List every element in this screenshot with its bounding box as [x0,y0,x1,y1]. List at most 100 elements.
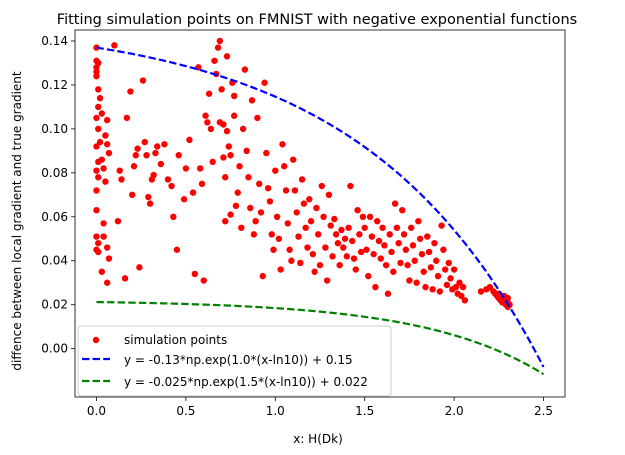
data-point [100,165,107,172]
data-point [416,235,424,242]
data-point [93,143,100,150]
data-point [281,163,288,170]
x-tick-label: 0.5 [176,404,195,418]
y-tick-label: 0.08 [41,166,68,180]
data-point [302,224,309,231]
data-point [341,235,349,242]
data-point [98,268,106,275]
data-point [146,200,154,207]
data-point [273,213,281,220]
chart-title: Fitting simulation points on FMNIST with… [57,12,577,28]
data-point [105,149,113,157]
data-point [384,290,392,297]
data-point [161,141,168,148]
data-point [441,266,449,273]
data-point [243,147,250,155]
data-point [309,250,317,258]
data-point [241,66,249,73]
data-point [347,182,354,190]
data-point [372,283,379,291]
data-point [95,174,102,181]
data-point [152,149,159,157]
data-point [170,213,177,220]
data-point [397,259,404,267]
data-point [173,246,181,253]
data-point [445,259,452,267]
data-point [139,77,147,84]
data-point [245,174,252,181]
legend-label-green-fit: y = -0.025*np.exp(1.5*(x-ln10)) + 0.022 [124,375,368,389]
data-point [121,275,129,282]
data-point [220,154,227,161]
data-point [123,114,131,122]
data-point [270,246,277,253]
data-point [438,222,445,229]
data-point [157,160,165,168]
legend-label-simulation-points: simulation points [124,333,227,347]
data-point [257,209,265,216]
data-point [395,239,402,247]
data-point [209,158,216,166]
data-point [111,42,118,49]
data-point [386,231,393,238]
data-point [348,237,356,245]
data-point [95,86,102,93]
data-point [338,226,345,234]
data-point [461,297,469,304]
data-point [150,171,157,179]
legend-box [77,325,392,397]
blue-fit-line [96,46,545,368]
data-point [297,259,304,267]
data-point [359,213,367,220]
data-point [343,253,351,260]
data-point [365,272,372,280]
data-point [393,224,401,231]
x-tick-label: 2.0 [445,404,464,418]
data-point [205,90,213,97]
data-point [477,288,485,295]
data-point [250,231,258,238]
data-point [320,213,327,220]
data-point [100,220,107,227]
data-point [391,200,399,207]
data-point [298,176,306,183]
data-point [263,149,270,157]
data-point [404,261,411,269]
data-point [318,182,325,190]
data-point [418,250,426,258]
data-point [95,239,102,247]
data-point [408,224,415,231]
data-point [198,180,206,188]
data-point [145,193,152,201]
data-point [254,114,261,122]
data-point [118,176,125,183]
data-point [227,152,234,159]
data-point [95,103,102,111]
data-point [368,233,376,240]
data-point [350,255,358,262]
data-point [129,191,136,199]
data-point [222,217,229,225]
data-point [504,294,511,302]
data-point [300,200,308,207]
y-axis-label: diffence between local gradient and true… [10,71,24,371]
x-tick-label: 0.0 [87,404,106,418]
legend-label-blue-fit: y = -0.13*np.exp(1.0*(x-ln10)) + 0.15 [124,353,353,367]
data-point [232,202,240,210]
data-point [252,217,259,225]
x-axis-label: x: H(Dk) [293,432,343,446]
data-point [105,255,113,262]
data-point [291,187,299,194]
data-point [286,246,293,253]
data-point [247,204,254,212]
data-point [256,180,263,188]
data-point [425,248,433,256]
data-point [361,224,368,231]
data-point [202,112,209,119]
data-point [93,114,100,122]
data-point [440,246,447,253]
data-point [352,266,359,273]
data-point [227,211,234,218]
data-point [218,86,225,93]
